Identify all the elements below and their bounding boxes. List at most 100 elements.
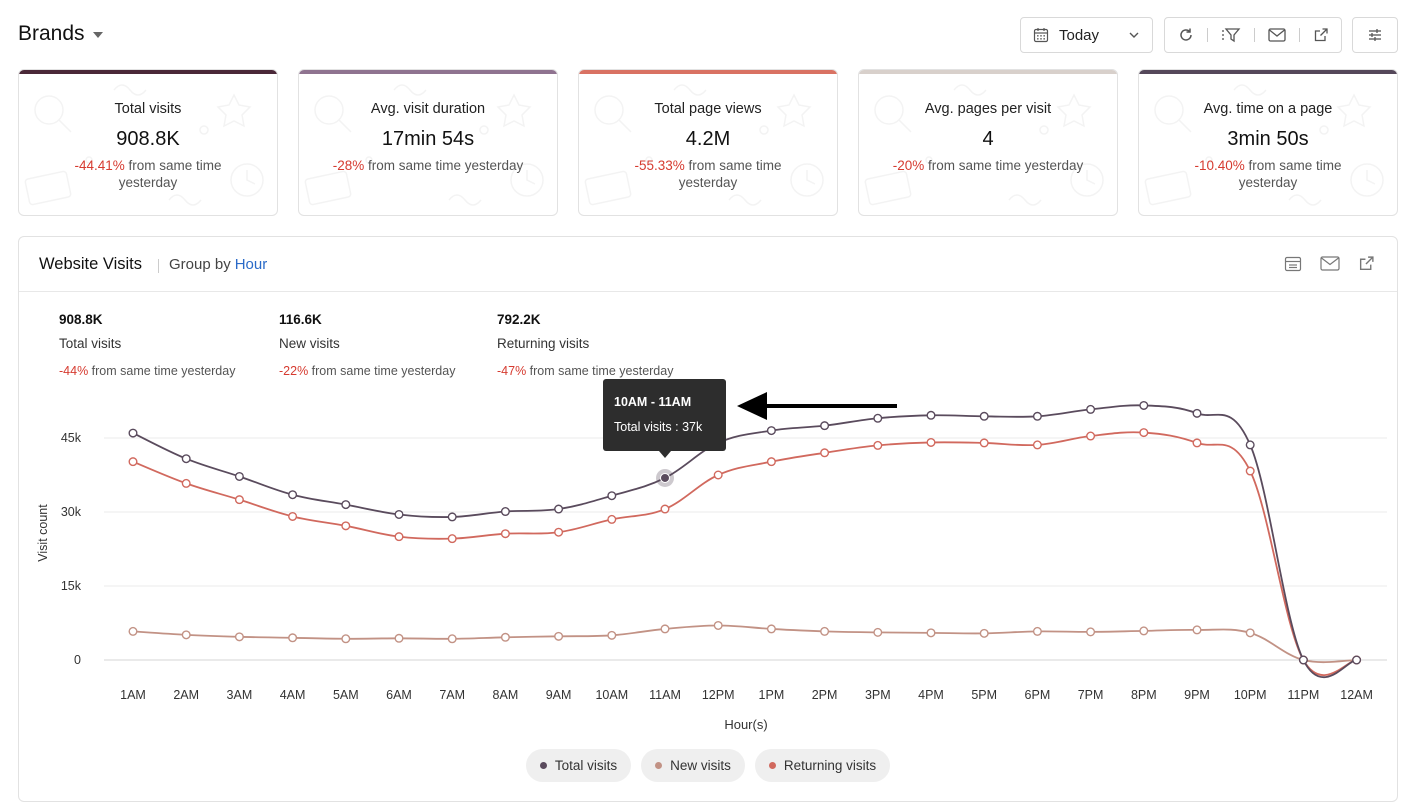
kpi-title: Avg. time on a page <box>1203 101 1333 117</box>
external-link-icon[interactable] <box>1313 27 1329 43</box>
caret-down-icon <box>92 32 103 38</box>
annotation-arrow-head <box>737 392 767 420</box>
kpi-card-total-page-views[interactable]: Total page views 4.2M -55.33% from same … <box>578 69 838 216</box>
external-link-icon[interactable] <box>1358 255 1375 272</box>
legend-item-new-visits[interactable]: New visits <box>641 749 745 782</box>
data-point <box>1245 628 1255 638</box>
date-range-select[interactable]: Today <box>1020 17 1153 53</box>
card-header: Website Visits Group by Hour <box>19 237 1397 292</box>
card-background-pattern <box>24 84 264 206</box>
summary-change: -44% from same time yesterday <box>59 364 235 378</box>
x-tick-label: 11PM <box>1288 688 1320 702</box>
table-view-icon[interactable] <box>1284 255 1302 272</box>
x-tick-label: 7PM <box>1078 688 1104 702</box>
x-tick-label: 4AM <box>280 688 306 702</box>
data-point <box>1192 408 1202 418</box>
mail-icon[interactable] <box>1267 28 1286 42</box>
data-point <box>607 514 617 524</box>
data-point <box>1192 625 1202 635</box>
x-tick-label: 2AM <box>173 688 199 702</box>
data-point <box>447 634 457 644</box>
data-point <box>1139 626 1149 636</box>
legend-dot <box>768 762 776 769</box>
chart-legend: Total visits New visits Returning visits <box>19 749 1397 782</box>
x-tick-label: 5PM <box>971 688 997 702</box>
group-by-value[interactable]: Hour <box>234 256 268 273</box>
kpi-card-avg-visit-duration[interactable]: Avg. visit duration 17min 54s -28% from … <box>298 69 558 216</box>
summary-value: 792.2K <box>497 312 541 327</box>
y-tick-label: 0 <box>74 653 81 667</box>
data-point <box>926 410 936 420</box>
mail-icon[interactable] <box>1320 255 1340 272</box>
data-point <box>873 413 883 423</box>
summary-change-percent: -44% <box>59 364 89 378</box>
group-by-label: Group by <box>169 256 231 273</box>
legend-label: Total visits <box>554 758 618 773</box>
kpi-card-avg-time-on-page[interactable]: Avg. time on a page 3min 50s -10.40% fro… <box>1138 69 1398 216</box>
data-point <box>554 527 564 537</box>
kpi-accent-bar <box>1139 70 1397 74</box>
legend-item-returning-visits[interactable]: Returning visits <box>754 749 891 782</box>
summary-change: -47% from same time yesterday <box>497 364 673 378</box>
kpi-card-avg-pages-per-visit[interactable]: Avg. pages per visit 4 -20% from same ti… <box>858 69 1118 216</box>
data-point <box>500 507 510 517</box>
x-tick-label: 1AM <box>120 688 146 702</box>
y-axis-title: Visit count <box>36 504 50 562</box>
data-point <box>181 478 191 488</box>
legend-dot <box>539 762 547 769</box>
x-tick-label: 7AM <box>439 688 465 702</box>
x-tick-label: 12AM <box>1340 688 1373 702</box>
data-point <box>873 440 883 450</box>
x-tick-label: 4PM <box>918 688 944 702</box>
summary-change: -22% from same time yesterday <box>279 364 455 378</box>
x-tick-label: 6AM <box>386 688 412 702</box>
kpi-row: Total visits 908.8K -44.41% from same ti… <box>18 69 1398 216</box>
data-point <box>607 630 617 640</box>
kpi-change: -20% from same time yesterday <box>879 157 1097 174</box>
data-point <box>500 632 510 642</box>
date-range-value: Today <box>1059 26 1100 44</box>
tooltip-box <box>603 378 726 451</box>
kpi-change-suffix: from same time yesterday <box>1238 158 1342 190</box>
data-point <box>234 495 244 505</box>
x-tick-label: 1PM <box>759 688 785 702</box>
summary-change-suffix: from same time yesterday <box>529 364 674 378</box>
chevron-down-icon <box>1128 29 1140 41</box>
kpi-card-total-visits[interactable]: Total visits 908.8K -44.41% from same ti… <box>18 69 278 216</box>
kpi-change: -55.33% from same time yesterday <box>619 157 797 191</box>
legend-item-total-visits[interactable]: Total visits <box>525 749 632 782</box>
data-point <box>1032 626 1042 636</box>
kpi-value: 3min 50s <box>1227 128 1309 150</box>
summary-label: New visits <box>279 336 340 351</box>
data-point <box>1086 431 1096 441</box>
kpi-change-percent: -10.40% <box>1194 158 1245 173</box>
kpi-title: Avg. pages per visit <box>924 101 1052 117</box>
settings-button[interactable] <box>1352 17 1398 53</box>
x-tick-label: 8PM <box>1131 688 1157 702</box>
filter-icon[interactable] <box>1221 27 1241 43</box>
data-point <box>820 421 830 431</box>
card-actions <box>1284 255 1375 272</box>
refresh-icon[interactable] <box>1178 27 1194 43</box>
kpi-change-percent: -55.33% <box>634 158 685 173</box>
data-point <box>1032 440 1042 450</box>
group-by: Group by Hour <box>169 256 267 273</box>
summary-change-percent: -22% <box>279 364 309 378</box>
data-point <box>979 438 989 448</box>
data-point <box>979 628 989 638</box>
card-title: Website Visits <box>39 255 143 273</box>
data-point-highlighted <box>660 472 670 483</box>
data-point <box>554 631 564 641</box>
kpi-accent-bar <box>859 70 1117 74</box>
data-point <box>766 426 776 436</box>
data-point <box>288 511 298 521</box>
data-point <box>128 428 138 438</box>
tooltip-pointer <box>659 450 671 458</box>
dashboard-title-dropdown[interactable]: Brands <box>18 22 103 46</box>
data-point <box>926 437 936 447</box>
summary-returning-visits: 792.2K Returning visits -47% from same t… <box>497 312 673 378</box>
kpi-change-percent: -44.41% <box>74 158 125 173</box>
header-separator <box>158 259 159 273</box>
kpi-change: -44.41% from same time yesterday <box>59 157 237 191</box>
x-tick-label: 10PM <box>1234 688 1267 702</box>
